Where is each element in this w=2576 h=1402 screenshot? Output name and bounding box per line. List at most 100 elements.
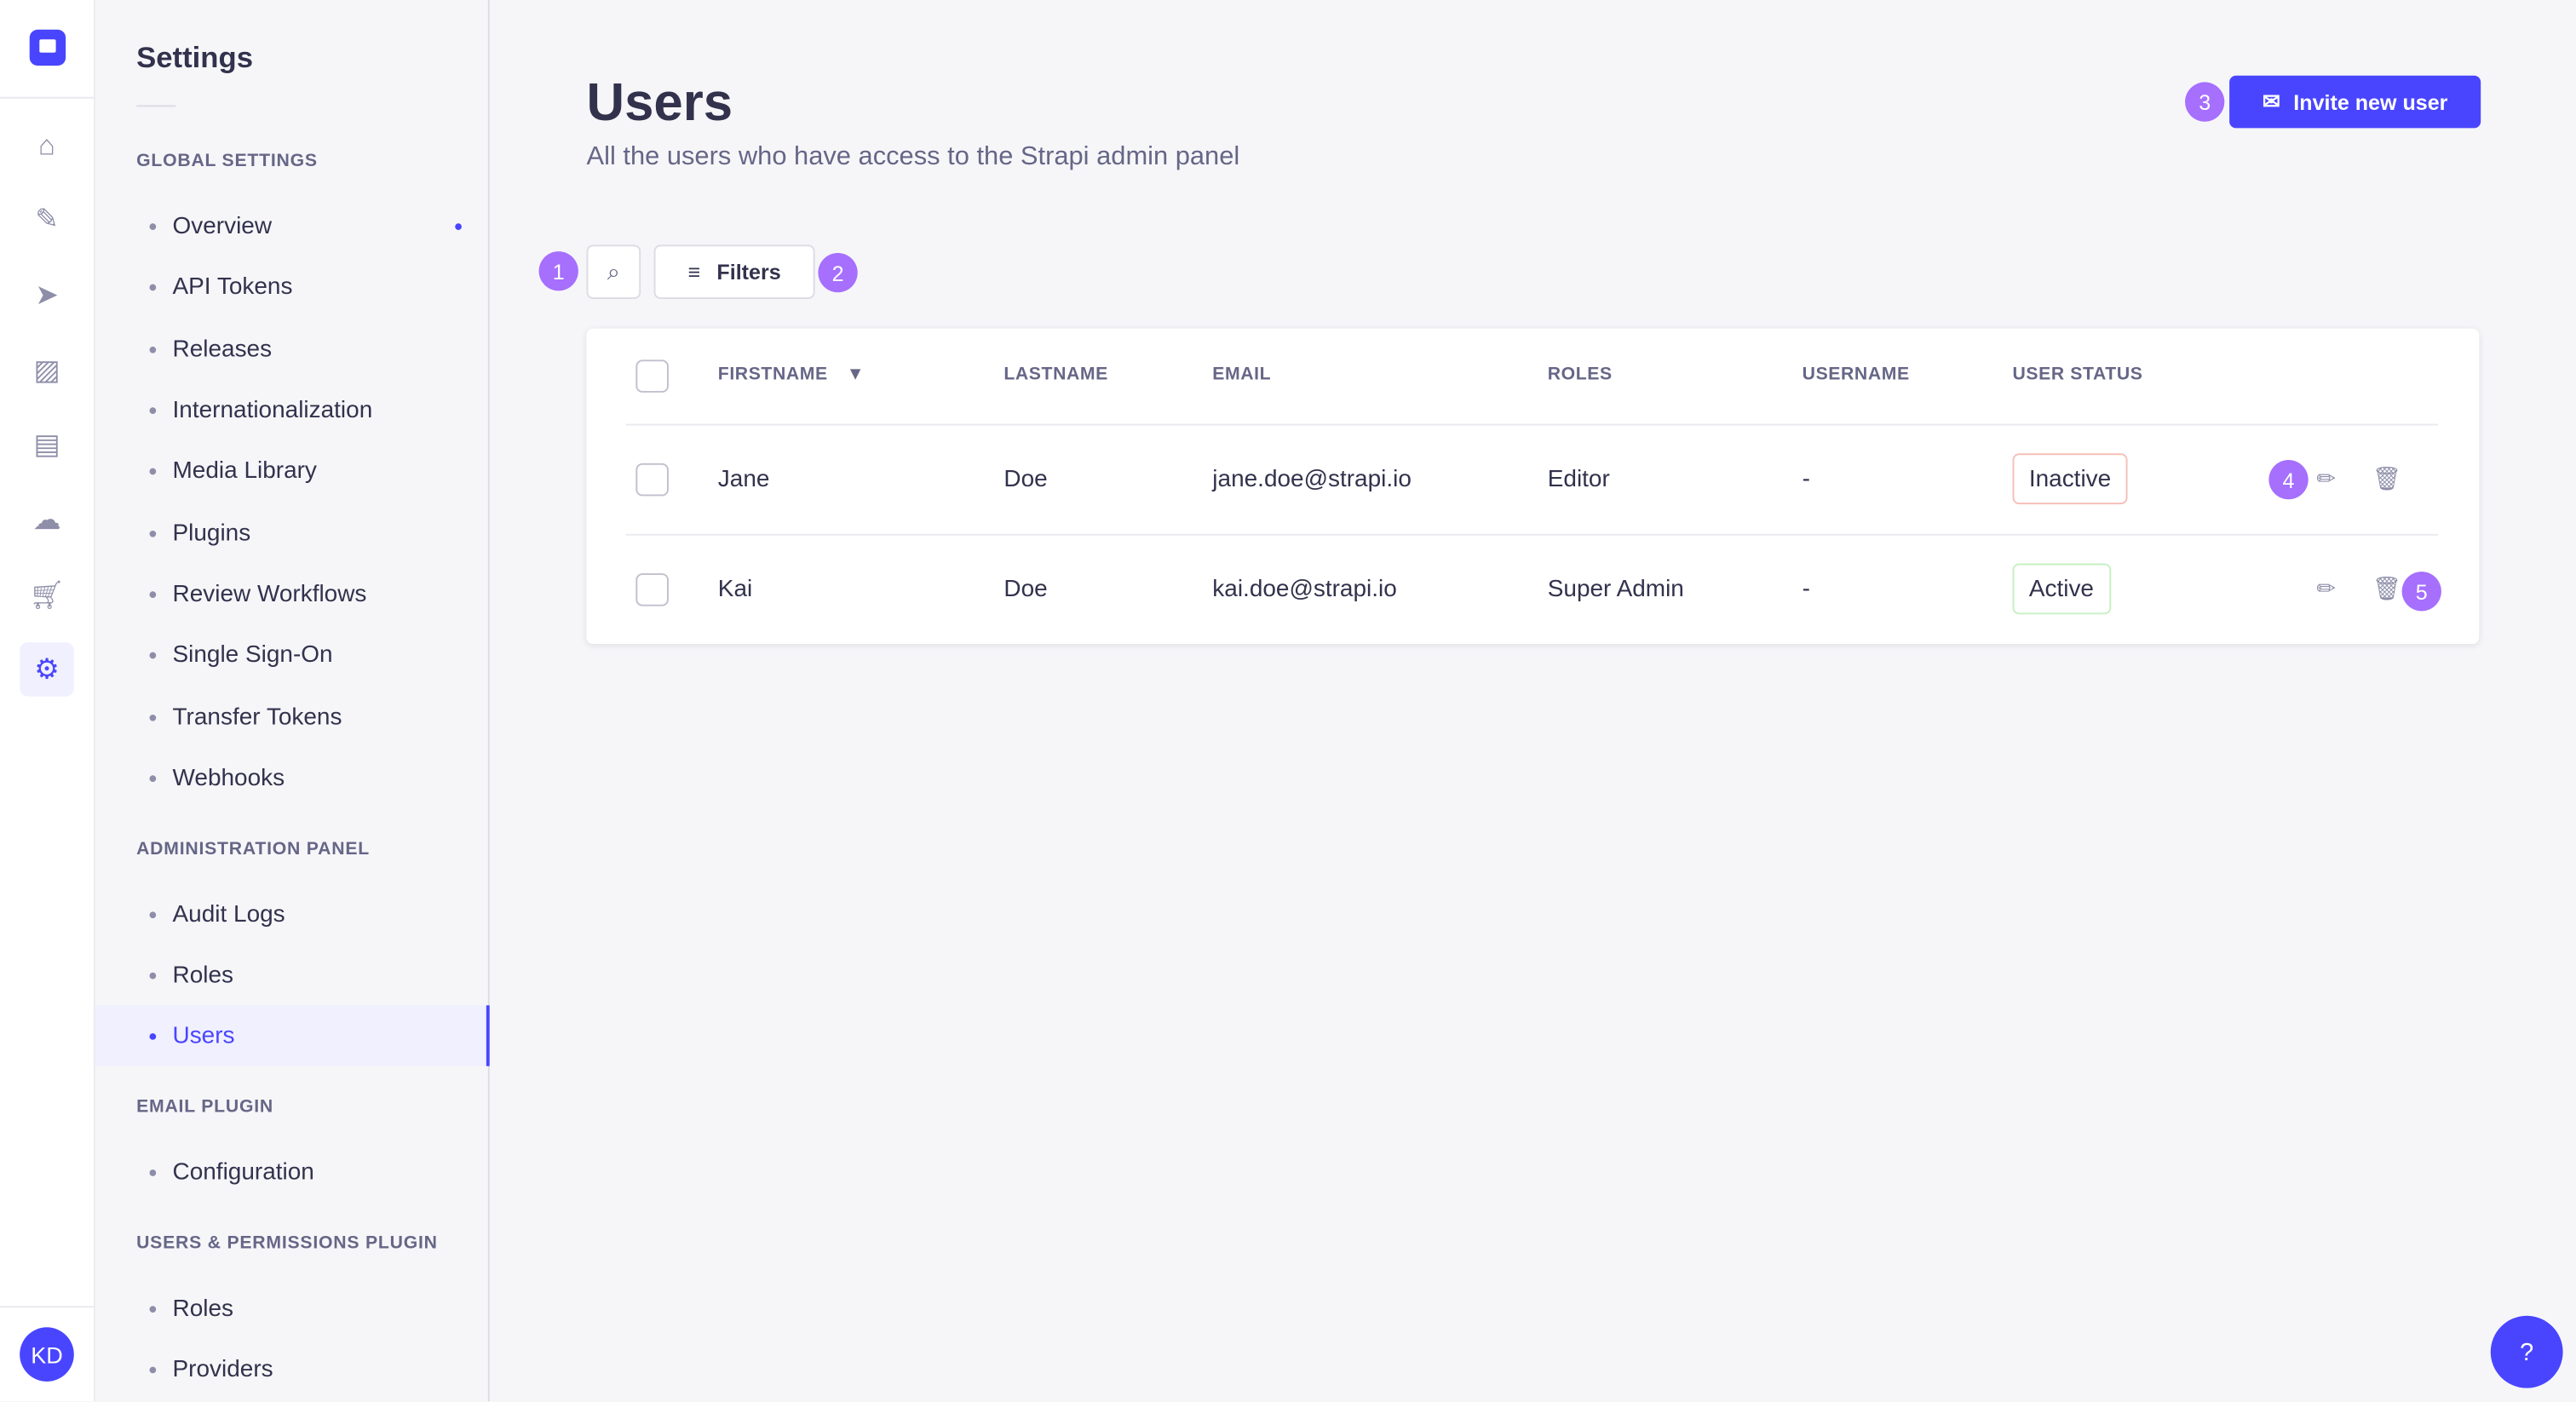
search-button[interactable]: ⌕: [586, 244, 641, 300]
divider: [0, 96, 95, 99]
email-cell: kai.doe@strapi.io: [1212, 576, 1397, 603]
item-label: Webhooks: [172, 764, 285, 791]
item-label: Overview: [172, 212, 273, 239]
status-badge: Active: [2012, 563, 2111, 615]
sidebar-item-releases[interactable]: Releases: [95, 319, 490, 379]
sidebar-item-review-workflows[interactable]: Review Workflows: [95, 564, 490, 624]
sidebar-item-sso[interactable]: Single Sign-On: [95, 624, 490, 685]
sidebar-item-transfer-tokens[interactable]: Transfer Tokens: [95, 687, 490, 747]
settings-subnav: Settings GLOBAL SETTINGS Overview API To…: [95, 0, 490, 1402]
media-icon[interactable]: ▨: [33, 353, 60, 386]
divider: [625, 423, 2439, 426]
header-label: FIRSTNAME: [717, 365, 828, 385]
item-label: Transfer Tokens: [172, 704, 342, 731]
username-cell: -: [1802, 576, 1811, 603]
delete-trash-icon[interactable]: 🗑︎: [2372, 464, 2402, 491]
item-label: Audit Logs: [172, 900, 285, 928]
marketplace-icon[interactable]: 🛒︎: [29, 578, 65, 611]
section-global-settings: GLOBAL SETTINGS: [136, 151, 318, 171]
item-label: Internationalization: [172, 396, 373, 423]
firstname-cell: Kai: [717, 576, 753, 603]
status-badge: Inactive: [2012, 453, 2128, 505]
select-all-checkbox[interactable]: [635, 359, 669, 393]
divider: [136, 105, 176, 107]
item-label: API Tokens: [172, 273, 293, 300]
row-checkbox[interactable]: [635, 463, 669, 497]
sidebar-item-users[interactable]: Users: [95, 1005, 490, 1066]
roles-cell: Editor: [1547, 466, 1610, 493]
row-checkbox[interactable]: [635, 573, 669, 606]
sidebar-item-media-library[interactable]: Media Library: [95, 440, 490, 501]
divider: [625, 533, 2439, 536]
roles-cell: Super Admin: [1547, 576, 1684, 603]
section-email-plugin: EMAIL PLUGIN: [136, 1097, 273, 1118]
users-table: FIRSTNAME ▼ LASTNAME EMAIL ROLES USERNAM…: [586, 328, 2480, 645]
lastname-cell: Doe: [1003, 576, 1048, 603]
item-label: Roles: [172, 1295, 234, 1322]
settings-icon[interactable]: ⚙: [20, 642, 74, 697]
sidebar-item-up-roles[interactable]: Roles: [95, 1278, 490, 1338]
sidebar-item-internationalization[interactable]: Internationalization: [95, 380, 490, 440]
annotation-badge: 4: [2268, 460, 2309, 500]
section-admin-panel: ADMINISTRATION PANEL: [136, 839, 370, 859]
sort-down-icon[interactable]: ▼: [846, 365, 865, 385]
releases-icon[interactable]: ➤: [35, 278, 59, 310]
subnav-title: Settings: [136, 41, 254, 74]
cloud-icon[interactable]: ☁: [32, 503, 61, 535]
strapi-logo[interactable]: [29, 29, 66, 66]
home-icon[interactable]: ⌂: [38, 129, 55, 161]
button-label: Invite new user: [2293, 89, 2448, 115]
divider: [0, 1306, 95, 1308]
new-indicator: [455, 222, 462, 230]
search-icon: ⌕: [607, 257, 620, 284]
edit-pencil-icon[interactable]: ✏: [2316, 464, 2336, 491]
sidebar-item-webhooks[interactable]: Webhooks: [95, 748, 490, 808]
sidebar-item-plugins[interactable]: Plugins: [95, 503, 490, 563]
avatar[interactable]: KD: [20, 1327, 74, 1382]
firstname-cell: Jane: [717, 466, 770, 493]
column-header-roles: ROLES: [1547, 365, 1613, 385]
content-manager-icon[interactable]: ✎: [35, 203, 59, 234]
section-users-permissions: USERS & PERMISSIONS PLUGIN: [136, 1233, 438, 1254]
item-label: Releases: [172, 336, 273, 363]
annotation-badge: 1: [538, 251, 578, 291]
annotation-badge: 2: [818, 253, 858, 293]
email-cell: jane.doe@strapi.io: [1212, 466, 1412, 493]
filters-button[interactable]: ≡ Filters: [653, 244, 815, 300]
column-header-username[interactable]: USERNAME: [1802, 365, 1910, 385]
edit-pencil-icon[interactable]: ✏: [2316, 575, 2336, 601]
annotation-badge: 5: [2401, 572, 2441, 612]
invite-new-user-button[interactable]: ✉ Invite new user: [2229, 75, 2481, 129]
filter-icon: ≡: [687, 259, 701, 284]
column-header-user-status: USER STATUS: [2012, 365, 2143, 385]
item-label: Providers: [172, 1356, 273, 1382]
delete-trash-icon[interactable]: 🗑︎: [2372, 575, 2402, 601]
column-header-email[interactable]: EMAIL: [1212, 365, 1272, 385]
annotation-badge: 3: [2185, 82, 2225, 122]
sidebar-item-overview[interactable]: Overview: [95, 196, 490, 256]
help-button[interactable]: ?: [2490, 1315, 2563, 1388]
page-title: Users: [586, 72, 733, 132]
main-nav: ⌂ ✎ ➤ ▨ ▤ ☁ 🛒︎ ⚙ KD: [0, 0, 95, 1402]
envelope-icon: ✉: [2262, 89, 2280, 114]
sidebar-item-audit-logs[interactable]: Audit Logs: [95, 884, 490, 945]
item-label: Review Workflows: [172, 580, 367, 607]
sidebar-item-email-configuration[interactable]: Configuration: [95, 1141, 490, 1202]
question-mark-icon: ?: [2520, 1337, 2534, 1366]
column-header-lastname[interactable]: LASTNAME: [1003, 365, 1108, 385]
item-label: Users: [172, 1022, 235, 1049]
sidebar-item-roles[interactable]: Roles: [95, 945, 490, 1005]
page-subtitle: All the users who have access to the Str…: [586, 142, 1240, 171]
sidebar-item-api-tokens[interactable]: API Tokens: [95, 256, 490, 317]
sidebar-item-providers[interactable]: Providers: [95, 1339, 490, 1399]
content-type-builder-icon[interactable]: ▤: [33, 428, 60, 460]
username-cell: -: [1802, 466, 1811, 493]
item-label: Single Sign-On: [172, 641, 333, 668]
item-label: Plugins: [172, 520, 251, 547]
lastname-cell: Doe: [1003, 466, 1048, 493]
item-label: Media Library: [172, 457, 317, 484]
item-label: Roles: [172, 962, 234, 989]
button-label: Filters: [716, 259, 781, 284]
column-header-firstname[interactable]: FIRSTNAME ▼: [718, 365, 865, 384]
item-label: Configuration: [172, 1158, 314, 1186]
